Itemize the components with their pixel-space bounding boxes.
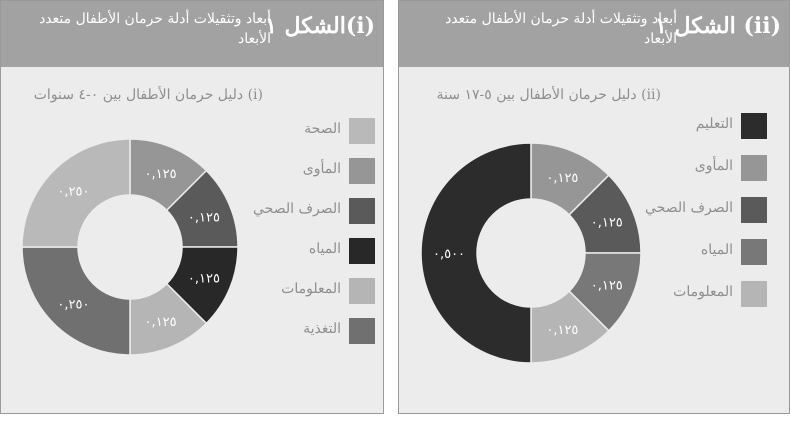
legend-label: المياه: [700, 242, 733, 258]
figure-label: الشكل ١ (ii): [655, 13, 781, 39]
figure-panel-right: الشكل ١ (ii) أبعاد وتثقيلات أدلة حرمان ا…: [398, 0, 790, 414]
legend-item: المياه: [235, 238, 375, 264]
slice-value-label: ٠,١٢٥: [546, 323, 578, 338]
legend-label: الصرف الصحي: [645, 200, 733, 216]
legend-label: المعلومات: [673, 284, 733, 300]
slice-value-label: ٠,١٢٥: [145, 315, 177, 330]
panel-header: الشكل ١ (ii) أبعاد وتثقيلات أدلة حرمان ا…: [399, 1, 789, 67]
legend-swatch: [349, 318, 375, 344]
donut-slice: [21, 138, 131, 248]
legend-label: المأوى: [694, 158, 733, 174]
slice-value-label: ٠,٢٥٠: [57, 184, 89, 199]
legend-item: المعلومات: [235, 278, 375, 304]
donut-chart-left: ٠,١٢٥ ٠,١٢٥ ٠,١٢٥ ٠,١٢٥ ٠,٢٥٠ ٠,٢٥٠: [21, 138, 239, 356]
figure-label: الشكل ١(i): [265, 13, 375, 39]
legend-item: التغذية: [235, 318, 375, 344]
legend-left: الصحة المأوى الصرف الصحي المياه المعلومات الت…: [235, 118, 375, 358]
legend-item: المأوى: [627, 155, 767, 181]
chart-subtitle: (i) دليل حرمان الأطفال بين ٠-٤ سنوات: [33, 87, 263, 103]
donut-slice: [420, 142, 532, 364]
legend-item: المياه: [627, 239, 767, 265]
legend-label: التغذية: [303, 321, 341, 337]
slice-value-label: ٠,١٢٥: [188, 210, 220, 225]
legend-label: الصحة: [304, 121, 341, 137]
figure-title: أبعاد وتثقيلات أدلة حرمان الأطفال متعدد …: [445, 11, 677, 47]
slice-value-label: ٠,٢٥٠: [57, 298, 89, 313]
chart-subtitle: (ii) دليل حرمان الأطفال بين ٥-١٧ سنة: [436, 87, 661, 103]
legend-label: المعلومات: [281, 281, 341, 297]
legend-right: التعليم المأوى الصرف الصحي المياه المعلومات: [627, 113, 767, 313]
slice-value-label: ٠,١٢٥: [591, 216, 623, 231]
legend-swatch: [349, 158, 375, 184]
figure-panel-left: الشكل ١(i) أبعاد وتثقيلات أدلة حرمان الأ…: [0, 0, 384, 414]
slice-value-label: ٠,٥٠٠: [433, 247, 465, 262]
legend-label: التعليم: [695, 116, 733, 132]
legend-item: الصحة: [235, 118, 375, 144]
slice-value-label: ٠,١٢٥: [188, 272, 220, 287]
legend-label: المياه: [308, 241, 341, 257]
legend-label: الصرف الصحي: [253, 201, 341, 217]
slice-value-label: ٠,١٢٥: [546, 171, 578, 186]
panel-header: الشكل ١(i) أبعاد وتثقيلات أدلة حرمان الأ…: [1, 1, 383, 67]
legend-item: الصرف الصحي: [627, 197, 767, 223]
legend-swatch: [349, 198, 375, 224]
donut-chart-right: ٠,١٢٥ ٠,١٢٥ ٠,١٢٥ ٠,١٢٥ ٠,٥٠٠: [420, 142, 642, 364]
legend-swatch: [741, 113, 767, 139]
slice-value-label: ٠,١٢٥: [591, 278, 623, 293]
donut-slice: [21, 246, 131, 356]
legend-item: المعلومات: [627, 281, 767, 307]
legend-swatch: [349, 278, 375, 304]
legend-item: التعليم: [627, 113, 767, 139]
legend-item: المأوى: [235, 158, 375, 184]
legend-swatch: [741, 155, 767, 181]
legend-swatch: [349, 118, 375, 144]
figure-title: أبعاد وتثقيلات أدلة حرمان الأطفال متعدد …: [39, 11, 271, 47]
legend-label: المأوى: [302, 161, 341, 177]
legend-item: الصرف الصحي: [235, 198, 375, 224]
legend-swatch: [741, 197, 767, 223]
legend-swatch: [741, 239, 767, 265]
legend-swatch: [741, 281, 767, 307]
slice-value-label: ٠,١٢٥: [145, 167, 177, 182]
legend-swatch: [349, 238, 375, 264]
